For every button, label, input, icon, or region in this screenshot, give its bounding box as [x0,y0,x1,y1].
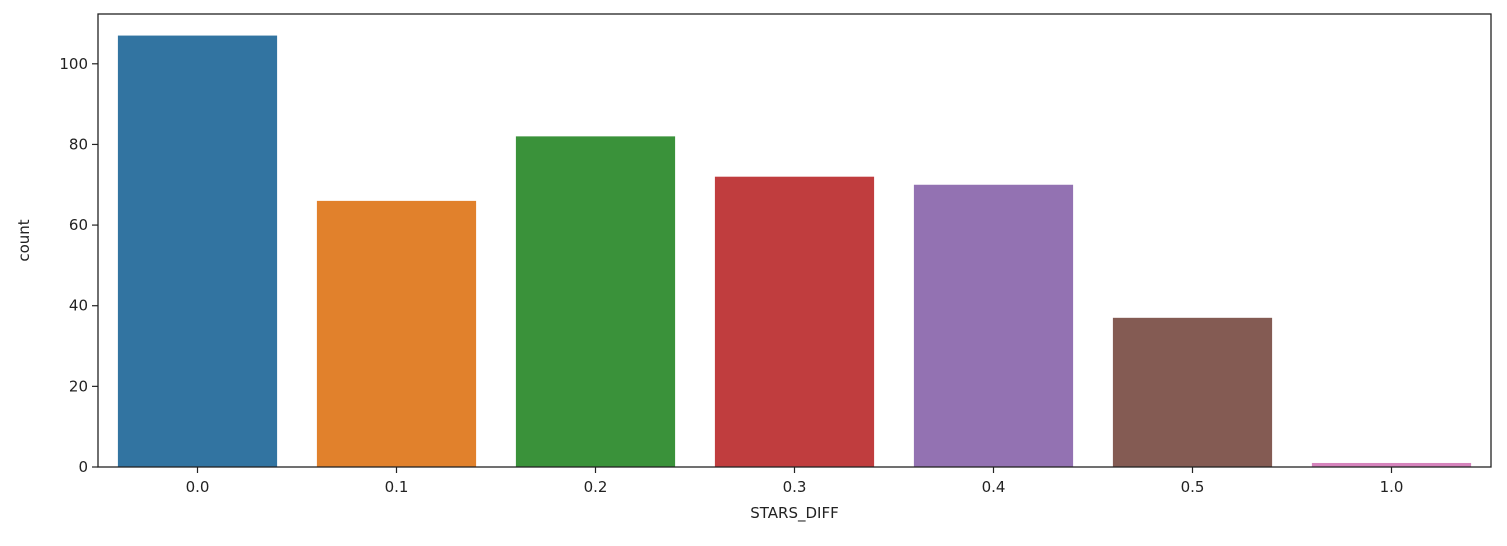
y-tick-label: 80 [69,135,88,153]
y-axis-label: count [15,219,33,261]
x-axis-ticks: 0.0 0.1 0.2 0.3 0.4 0.5 1.0 [186,467,1404,496]
x-tick-label: 0.5 [1181,478,1205,496]
bars-group [117,35,1472,467]
y-tick-label: 40 [69,297,88,315]
x-tick-label: 0.1 [385,478,409,496]
bar-0.5 [1112,317,1273,467]
bar-0.1 [316,200,477,467]
bar-0.0 [117,35,278,467]
y-tick-label: 0 [78,458,88,476]
y-axis-ticks: 0 20 40 60 80 100 [59,55,98,476]
bar-0.3 [714,176,875,467]
x-axis-label: STARS_DIFF [750,504,838,523]
x-tick-label: 0.3 [783,478,807,496]
bar-1.0 [1311,462,1472,467]
bar-0.2 [515,136,676,467]
plot-frame [97,13,1492,468]
y-tick-label: 20 [69,377,88,395]
bar-0.4 [913,184,1074,467]
x-tick-label: 0.2 [584,478,608,496]
y-tick-label: 60 [69,216,88,234]
y-tick-label: 100 [59,55,88,73]
x-tick-label: 1.0 [1380,478,1404,496]
x-tick-label: 0.4 [982,478,1006,496]
x-tick-label: 0.0 [186,478,210,496]
